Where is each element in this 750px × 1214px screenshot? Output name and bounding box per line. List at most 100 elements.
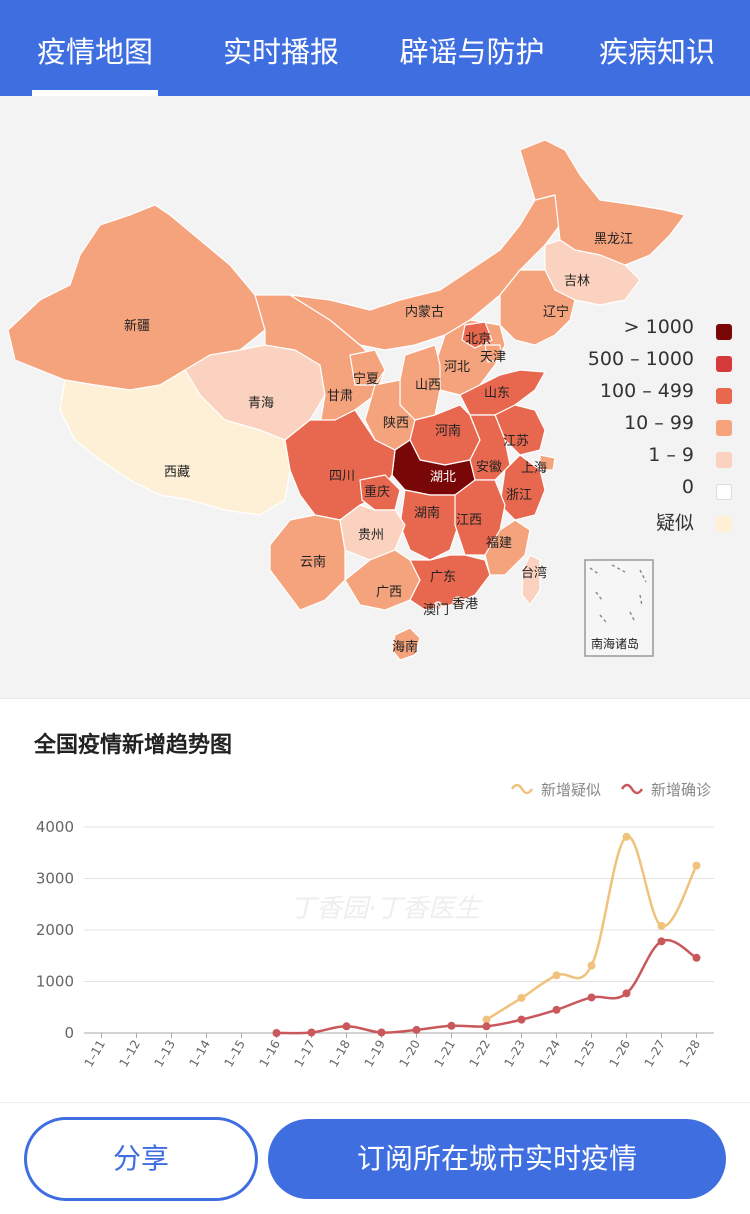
chart-title: 全国疫情新增趋势图	[34, 733, 233, 758]
province-beijing[interactable]	[461, 321, 493, 349]
tab-rumor-protection[interactable]: 辟谣与防护	[399, 35, 545, 69]
tab-live-broadcast[interactable]: 实时播报	[222, 35, 339, 69]
province-ningxia[interactable]	[349, 349, 386, 386]
province-guizhou[interactable]	[339, 504, 406, 561]
tab-disease-knowledge[interactable]: 疾病知识	[598, 35, 715, 69]
legend-item: 100 – 499	[532, 378, 732, 410]
label-guangxi: 广西	[376, 585, 402, 600]
label-chongqing: 重庆	[364, 484, 390, 500]
south-china-sea-inset	[584, 559, 654, 657]
x-tick-label: 1–23	[502, 1038, 529, 1070]
province-heilongjiang[interactable]	[519, 139, 686, 266]
label-liaoning: 辽宁	[543, 304, 569, 320]
label-guangdong: 广东	[430, 570, 456, 585]
label-ningxia: 宁夏	[353, 371, 379, 387]
data-point	[657, 937, 666, 946]
legend-item: 500 – 1000	[532, 346, 732, 378]
x-tick-label: 1–15	[222, 1038, 249, 1070]
label-henan: 河南	[435, 423, 461, 439]
x-tick-label: 1–11	[82, 1038, 109, 1070]
province-jilin[interactable]	[544, 239, 641, 306]
label-shanghai: 上海	[521, 461, 547, 476]
data-point	[342, 1022, 351, 1031]
watermark-text: 丁香园·丁香医生	[290, 894, 482, 924]
x-tick-label: 1–14	[187, 1038, 214, 1070]
data-point	[692, 861, 701, 870]
label-jiangsu: 江苏	[503, 433, 529, 449]
data-point	[552, 1005, 561, 1014]
data-point	[517, 993, 526, 1002]
data-point	[657, 921, 666, 930]
label-fujian: 福建	[486, 536, 512, 551]
province-xianggang[interactable]	[452, 596, 464, 608]
legend-item: 10 – 99	[532, 410, 732, 442]
label-zhejiang: 浙江	[506, 488, 532, 503]
province-fujian[interactable]	[484, 519, 531, 576]
china-map: 新疆 西藏 青海 甘肃 内蒙古 黑龙江 吉林 辽宁 北京 天津 河北 山西 宁夏…	[7, 139, 686, 661]
label-yunnan: 云南	[300, 554, 326, 570]
province-taiwan[interactable]	[521, 554, 541, 606]
province-hainan[interactable]	[391, 627, 421, 661]
province-tianjin[interactable]	[484, 344, 503, 363]
x-tick-label: 1–18	[327, 1038, 354, 1070]
legend-swatch	[716, 516, 732, 532]
share-button[interactable]: 分享	[24, 1117, 258, 1201]
label-shanxi: 山西	[415, 378, 441, 393]
y-tick-label: 3000	[36, 870, 74, 888]
province-guangxi[interactable]	[344, 549, 421, 611]
trend-line-chart: 丁香园·丁香医生 0 1000 2000 3000 4000 1–11 1–12 1–13 1–1…	[36, 781, 714, 1070]
label-taiwan: 台湾	[521, 565, 547, 581]
province-liaoning[interactable]	[499, 269, 576, 346]
legend-item: 0	[532, 474, 732, 506]
province-hunan[interactable]	[399, 489, 461, 561]
label-aomen: 澳门	[423, 602, 449, 618]
label-hubei: 湖北	[430, 470, 456, 485]
legend-label: 0	[681, 476, 694, 498]
legend-swatch	[716, 452, 732, 468]
legend-swatch	[716, 324, 732, 340]
legend-label: 500 – 1000	[587, 348, 694, 370]
x-tick-label: 1–24	[537, 1038, 564, 1070]
data-point	[587, 961, 596, 970]
legend-label: > 1000	[623, 316, 694, 338]
label-hunan: 湖南	[414, 505, 440, 521]
legend-icon	[620, 783, 644, 795]
x-tick-label: 1–16	[257, 1038, 284, 1070]
subscribe-city-button[interactable]: 订阅所在城市实时疫情	[268, 1119, 726, 1199]
province-shanghai[interactable]	[539, 454, 556, 471]
x-tick-label: 1–27	[642, 1038, 669, 1070]
data-point	[587, 993, 596, 1002]
legend-label: 新增确诊	[651, 781, 711, 799]
epidemic-map: 新疆 西藏 青海 甘肃 内蒙古 黑龙江 吉林 辽宁 北京 天津 河北 山西 宁夏…	[0, 96, 750, 698]
x-tick-label: 1–13	[152, 1038, 179, 1070]
label-anhui: 安徽	[476, 460, 502, 475]
y-tick-label: 4000	[36, 818, 74, 836]
legend-icon	[510, 783, 534, 795]
province-xizang[interactable]	[59, 369, 291, 516]
label-neimenggu: 内蒙古	[405, 304, 444, 320]
province-aomen[interactable]	[433, 601, 443, 611]
x-tick-label: 1–22	[467, 1038, 494, 1070]
label-xinjiang: 新疆	[124, 318, 150, 334]
legend-label: 新增疑似	[541, 781, 601, 799]
data-point	[692, 953, 701, 962]
province-guangdong[interactable]	[409, 554, 491, 611]
legend-label: 10 – 99	[624, 412, 694, 434]
province-jiangsu[interactable]	[494, 404, 546, 456]
legend-label: 疑似	[655, 512, 694, 534]
map-legend: > 1000 500 – 1000 100 – 499 10 – 99 1 – …	[532, 314, 732, 538]
x-tick-label: 1–19	[362, 1038, 389, 1070]
label-heilongjiang: 黑龙江	[594, 232, 633, 247]
data-point	[272, 1029, 281, 1037]
x-tick-label: 1–20	[397, 1038, 424, 1070]
legend-item: > 1000	[532, 314, 732, 346]
y-tick-label: 2000	[36, 921, 74, 939]
legend-swatch	[716, 420, 732, 436]
label-sichuan: 四川	[329, 469, 355, 484]
legend-item: 1 – 9	[532, 442, 732, 474]
label-hainan: 海南	[392, 639, 418, 655]
label-gansu: 甘肃	[327, 389, 353, 404]
legend-item: 疑似	[532, 506, 732, 538]
legend-swatch	[716, 356, 732, 372]
tab-epidemic-map[interactable]: 疫情地图	[20, 30, 170, 96]
